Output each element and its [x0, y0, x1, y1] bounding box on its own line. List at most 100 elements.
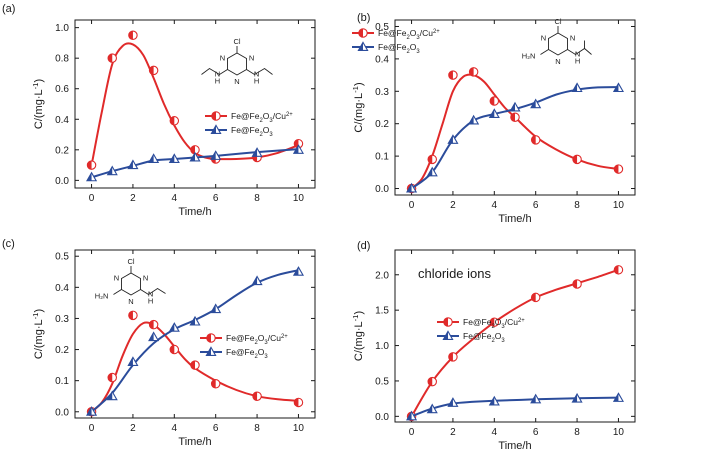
label-fragment: 3: [264, 340, 268, 346]
legend-label: Fe@Fe2O3/Cu2+: [378, 28, 440, 41]
data-point-fill: [294, 139, 299, 148]
x-tick-label: 8: [254, 193, 260, 204]
label-fragment: -1: [31, 83, 40, 90]
data-point-fill: [252, 148, 258, 157]
label-fragment: C/(mg·L: [33, 319, 45, 359]
y-tick-label: 0.5: [375, 376, 389, 387]
y-tick-label: 0.4: [55, 283, 69, 294]
ethyl-chain: [246, 67, 273, 76]
y-tick-label: 1.0: [55, 23, 69, 34]
x-tick-label: 6: [213, 423, 219, 434]
label-fragment: 2: [491, 324, 494, 330]
atom-label: N: [128, 297, 133, 306]
label-fragment: 3: [269, 132, 273, 138]
data-point-fill: [190, 316, 195, 326]
legend-marker-fill: [211, 111, 216, 121]
atom-label: Cl: [554, 17, 561, 26]
panel-label: (c): [2, 238, 15, 250]
atom-label: H₂N: [522, 52, 536, 61]
data-point-fill: [614, 265, 619, 275]
label-fragment: O: [410, 42, 417, 52]
series-line: [410, 73, 619, 190]
x-tick-label: 10: [293, 193, 305, 204]
y-tick-label: 0.8: [55, 54, 69, 65]
y-tick-label: 0.2: [55, 145, 69, 156]
atom-label: N: [575, 50, 580, 59]
label-fragment: O: [495, 331, 502, 341]
data-point-fill: [190, 360, 195, 370]
series-fe-fe2o3-cu: [406, 67, 624, 194]
data-point-fill: [469, 115, 474, 124]
label-fragment: 2+: [286, 112, 293, 118]
x-tick-label: 10: [613, 200, 625, 211]
y-tick-label: 0.6: [55, 84, 69, 95]
ethyl-chain: [140, 287, 166, 296]
data-point-fill: [510, 113, 516, 122]
x-axis-label: Time/h: [178, 206, 211, 218]
y-tick-label: 0.2: [55, 345, 69, 356]
series-line: [90, 321, 299, 413]
label-fragment: /Cu: [420, 28, 434, 38]
atom-label: Cl: [127, 257, 134, 266]
data-point-fill: [293, 267, 299, 276]
label-fragment: O: [258, 333, 265, 343]
data-point-fill: [190, 152, 195, 161]
series-fe-fe2o3: [86, 144, 304, 182]
data-point-fill: [572, 279, 578, 289]
legend-marker-fill: [211, 125, 216, 134]
data-point-fill: [448, 352, 453, 362]
ethyl-chain: [201, 67, 228, 76]
bond: [540, 49, 549, 55]
legend-marker-fill: [206, 347, 211, 356]
data-point-fill: [489, 109, 495, 118]
label-fragment: 2: [254, 340, 257, 346]
x-tick-label: 0: [89, 193, 95, 204]
label-fragment: Fe@Fe: [226, 333, 255, 343]
x-tick-label: 10: [293, 423, 305, 434]
atom-label: N: [249, 54, 254, 63]
chart-annotation: chloride ions: [418, 266, 491, 281]
plot-frame: [394, 19, 636, 196]
data-point-fill: [572, 394, 578, 403]
atom-label: H: [575, 57, 580, 66]
data-point-fill: [149, 154, 154, 163]
y-tick-label: 0.0: [55, 407, 69, 418]
triazine-ring: [548, 32, 568, 56]
data-point-fill: [149, 332, 154, 341]
label-fragment: 2: [259, 118, 262, 124]
data-point-fill: [531, 99, 536, 108]
data-point-fill: [86, 407, 92, 416]
series-fe-fe2o3: [406, 82, 624, 193]
label-fragment: 2: [259, 132, 262, 138]
label-fragment: Fe@Fe: [231, 111, 260, 121]
series-line: [410, 268, 619, 417]
series-fe-fe2o3-cu: [86, 310, 304, 417]
data-point-fill: [211, 151, 216, 160]
data-point-fill: [490, 317, 495, 327]
x-tick-label: 4: [492, 200, 498, 211]
data-point-fill: [170, 345, 175, 354]
x-tick-label: 10: [613, 427, 625, 438]
label-fragment: 2: [406, 35, 409, 41]
x-tick-label: 4: [172, 423, 178, 434]
y-tick-label: 0.2: [375, 119, 389, 130]
data-point-fill: [252, 392, 258, 401]
y-tick-label: 0.1: [55, 376, 69, 387]
y-axis-label: C/(mg·L-1): [351, 82, 366, 132]
panel-label: (d): [357, 240, 370, 252]
label-fragment: Fe@Fe: [463, 317, 492, 327]
x-tick-label: 2: [450, 200, 456, 211]
y-tick-label: 1.5: [375, 306, 389, 317]
label-fragment: O: [263, 125, 270, 135]
x-tick-label: 6: [533, 427, 539, 438]
x-tick-label: 8: [574, 427, 580, 438]
label-fragment: 2: [406, 49, 409, 55]
legend-label: Fe@Fe2O3/Cu2+: [231, 111, 293, 124]
series-fe-fe2o3-cu: [86, 30, 304, 170]
label-fragment: 3: [269, 118, 273, 124]
label-fragment: 3: [416, 35, 420, 41]
atom-label: N: [114, 274, 119, 283]
data-point-fill: [169, 323, 175, 332]
